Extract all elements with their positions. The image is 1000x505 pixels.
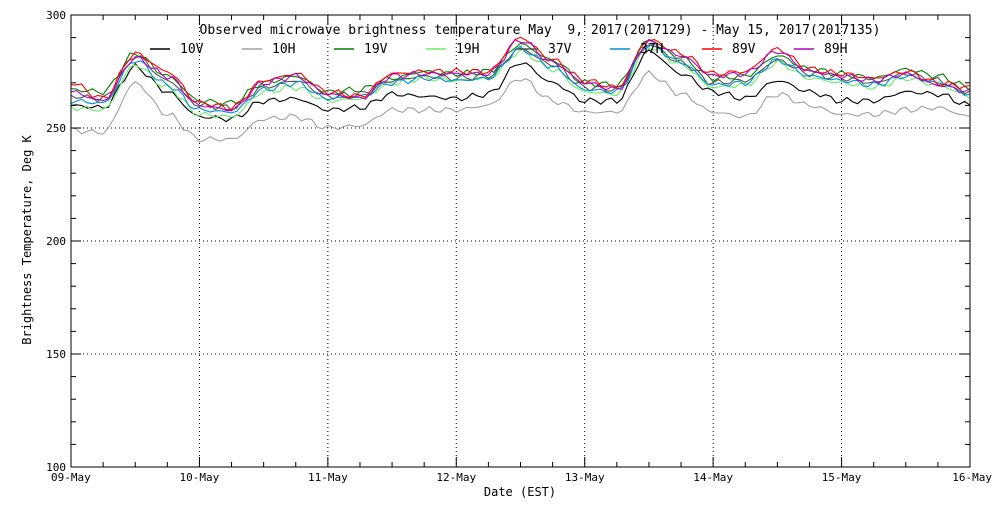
x-tick-label: 09-May: [51, 471, 91, 484]
series-line-10v: [70, 49, 971, 123]
series-layer: [70, 36, 971, 143]
axes-layer: 100 150 200 250 300 09-May 10-May 11-May 12-May 1…: [46, 9, 992, 484]
legend-label-19h: 19H: [456, 42, 479, 57]
series-line-10h: [70, 69, 971, 143]
y-tick-label: 200: [46, 235, 66, 248]
legend: 10V 10H 19V 19H 37V 37H 89V 89H: [150, 42, 847, 57]
x-tick-label: 10-May: [180, 471, 220, 484]
legend-label-10v: 10V: [180, 42, 204, 57]
legend-label-89h: 89H: [824, 42, 847, 57]
x-tick-label: 15-May: [822, 471, 862, 484]
y-tick-label: 250: [46, 122, 66, 135]
legend-label-89v: 89V: [732, 42, 756, 57]
series-line-37h: [70, 42, 971, 114]
x-tick-label: 16-May: [952, 471, 992, 484]
x-tick-label: 14-May: [693, 471, 733, 484]
x-tick-label: 12-May: [436, 471, 476, 484]
y-tick-label: 100: [46, 461, 66, 474]
series-line-89h: [70, 38, 971, 112]
y-axis-title: Brightness Temperature, Deg K: [20, 134, 34, 344]
series-line-19h: [70, 46, 971, 118]
y-tick-label: 300: [46, 9, 66, 22]
x-tick-label: 13-May: [565, 471, 605, 484]
legend-label-37h: 37H: [640, 42, 663, 57]
grid-layer: [71, 15, 970, 467]
legend-label-10h: 10H: [272, 42, 295, 57]
legend-label-37v: 37V: [548, 42, 572, 57]
chart-title: Observed microwave brightness temperatur…: [200, 23, 881, 38]
legend-label-19v: 19V: [364, 42, 388, 57]
y-tick-label: 150: [46, 348, 66, 361]
x-axis-title: Date (EST): [484, 485, 556, 499]
x-tick-label: 11-May: [308, 471, 348, 484]
